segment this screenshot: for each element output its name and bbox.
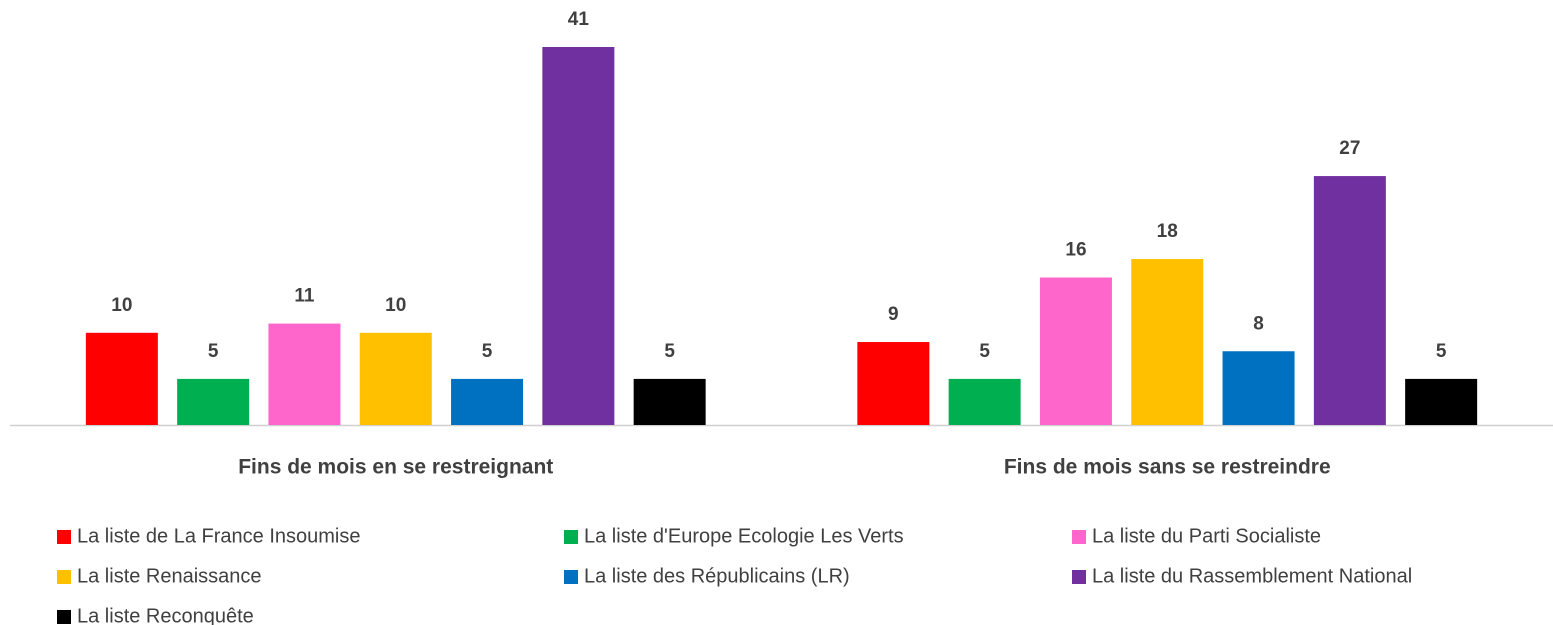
bar (1039, 277, 1112, 425)
legend-swatch (1072, 530, 1086, 544)
bar (1313, 176, 1386, 425)
legend-label: La liste de La France Insoumise (77, 525, 361, 547)
value-label: 27 (1339, 138, 1360, 159)
value-label: 18 (1157, 221, 1178, 242)
legend-label: La liste d'Europe Ecologie Les Verts (584, 525, 904, 547)
bar (1131, 259, 1204, 425)
bar (1405, 378, 1478, 425)
bar (359, 332, 432, 425)
bar (948, 378, 1021, 425)
value-label: 16 (1065, 240, 1086, 261)
bar (85, 332, 158, 425)
value-label: 5 (208, 341, 219, 362)
legend-swatch (57, 530, 71, 544)
bar (633, 378, 706, 425)
bar (542, 47, 615, 425)
bar (451, 378, 524, 425)
value-label: 5 (664, 341, 675, 362)
legend-swatch (564, 530, 578, 544)
value-label: 5 (1436, 341, 1447, 362)
value-label: 9 (888, 304, 899, 325)
legend-label: La liste des Républicains (LR) (584, 565, 850, 587)
legend-swatch (57, 610, 71, 624)
value-label: 10 (385, 295, 406, 316)
value-label: 41 (568, 9, 590, 30)
legend-swatch (1072, 570, 1086, 584)
legend-swatch (564, 570, 578, 584)
legend-label: La liste du Rassemblement National (1092, 565, 1412, 587)
bar (268, 323, 341, 425)
value-label: 5 (482, 341, 493, 362)
value-label: 8 (1253, 313, 1264, 334)
bar (1222, 351, 1295, 425)
value-label: 5 (979, 341, 990, 362)
category-label: Fins de mois en se restreignant (238, 456, 553, 479)
bar (857, 342, 930, 425)
bar (177, 378, 250, 425)
category-label: Fins de mois sans se restreindre (1004, 456, 1331, 479)
legend-label: La liste Renaissance (77, 565, 262, 587)
legend-label: La liste Reconquête (77, 605, 254, 625)
legend-label: La liste du Parti Socialiste (1092, 525, 1321, 547)
legend-swatch (57, 570, 71, 584)
value-label: 10 (111, 295, 132, 316)
value-label: 11 (294, 286, 315, 307)
